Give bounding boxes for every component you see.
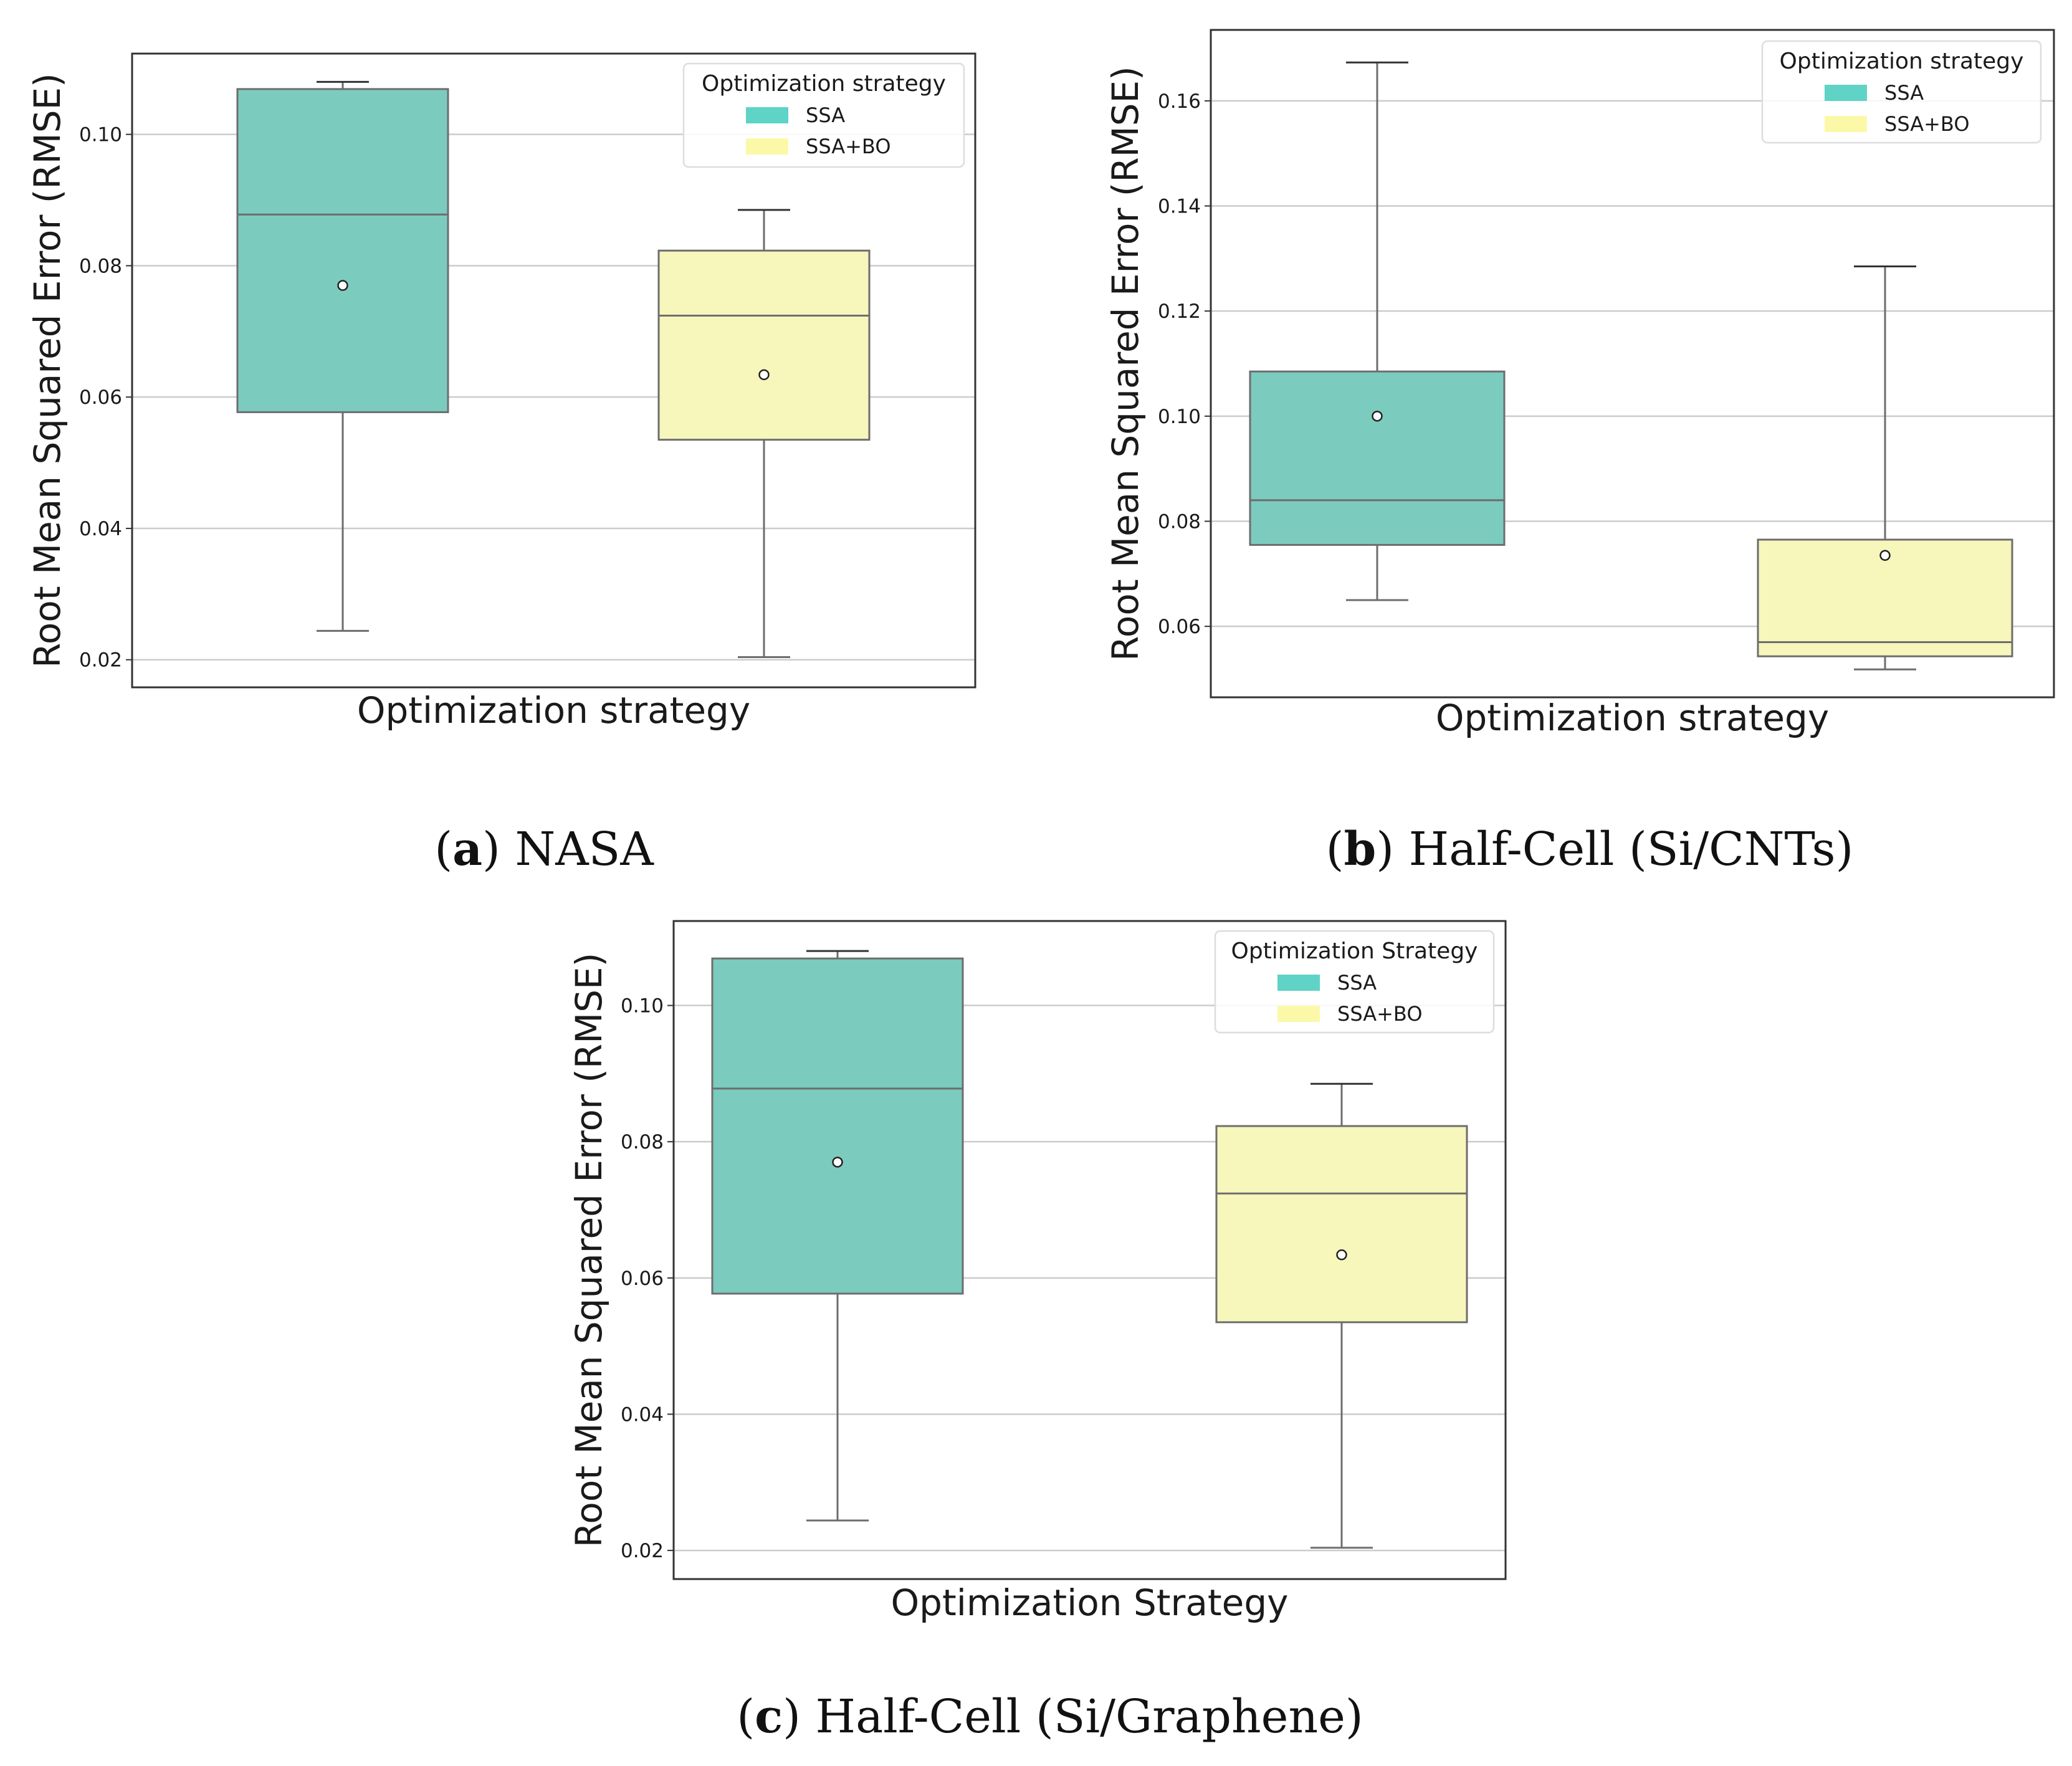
- caption-text: NASA: [515, 823, 654, 876]
- mean-marker: [1879, 550, 1891, 561]
- plot-frame: [672, 920, 1507, 1580]
- y-tick-label: 0.10: [1158, 406, 1201, 428]
- plot-frame: [1210, 29, 2055, 699]
- box-ssa-bo: [657, 209, 871, 659]
- legend-title: Optimization strategy: [702, 71, 946, 97]
- caption-paren-close: ): [783, 1690, 815, 1744]
- legend-label-ssa-bo: SSA+BO: [806, 135, 891, 158]
- legend-title: Optimization Strategy: [1231, 938, 1478, 964]
- panel-caption: (b) Half-Cell (Si/CNTs): [1326, 823, 1854, 876]
- y-tick-label: 0.08: [79, 255, 122, 277]
- y-tick-label: 0.10: [621, 995, 664, 1018]
- y-tick-label: 0.02: [79, 649, 122, 672]
- mean-marker: [832, 1157, 843, 1168]
- y-tick-label: 0.10: [79, 124, 122, 146]
- box-ssa-bo: [1757, 265, 2013, 671]
- mean-marker: [1372, 411, 1383, 422]
- mean-marker: [758, 369, 770, 381]
- mean-marker: [1336, 1249, 1347, 1261]
- y-tick-label: 0.16: [1158, 90, 1201, 113]
- legend-label-ssa-bo: SSA+BO: [1884, 112, 1970, 136]
- caption-letter: c: [755, 1690, 783, 1744]
- box-iqr: [1215, 1125, 1468, 1324]
- box-ssa: [711, 950, 964, 1522]
- legend-swatch-ssa-bo: [746, 138, 788, 155]
- caption-paren-close: ): [1376, 823, 1408, 876]
- legend-label-ssa: SSA: [806, 103, 845, 127]
- mean-marker: [337, 280, 348, 291]
- y-tick-label: 0.12: [1158, 300, 1201, 323]
- caption-text: Half-Cell (Si/CNTs): [1409, 823, 1854, 876]
- box-iqr: [1249, 370, 1506, 546]
- caption-letter: a: [452, 823, 482, 876]
- caption-paren-open: (: [434, 823, 452, 876]
- legend: Optimization strategy SSA SSA+BO: [682, 62, 965, 168]
- chart-panel-b: 0.06 0.08 0.10 0.12 0.14 0.16 Optimization str…: [1104, 29, 2055, 876]
- y-tick-label: 0.04: [79, 518, 122, 540]
- y-tick-label: 0.04: [621, 1403, 664, 1426]
- caption-paren-open: (: [1326, 823, 1344, 876]
- box-ssa: [236, 80, 449, 632]
- plot-frame: [131, 52, 976, 689]
- y-tick-label: 0.06: [79, 386, 122, 409]
- x-axis-label: Optimization strategy: [357, 689, 750, 732]
- legend-title: Optimization strategy: [1780, 49, 2024, 74]
- y-axis-label: Root Mean Squared Error (RMSE): [568, 953, 610, 1548]
- legend-label-ssa-bo: SSA+BO: [1337, 1002, 1423, 1026]
- x-axis-label: Optimization strategy: [1436, 697, 1829, 739]
- legend-swatch-ssa: [1277, 975, 1320, 991]
- y-tick-label: 0.08: [1158, 510, 1201, 533]
- box-ssa-bo: [1215, 1082, 1468, 1549]
- y-axis-label: Root Mean Squared Error (RMSE): [1104, 66, 1147, 661]
- panel-caption: (a) NASA: [434, 823, 654, 876]
- chart-panel-a: 0.02 0.04 0.06 0.08 0.10 Optimization strateg…: [26, 52, 976, 876]
- caption-text: Half-Cell (Si/Graphene): [816, 1690, 1363, 1744]
- y-tick-label: 0.06: [1158, 616, 1201, 638]
- box-ssa: [1249, 61, 1506, 601]
- legend-swatch-ssa-bo: [1277, 1006, 1320, 1022]
- y-tick-label: 0.06: [621, 1267, 664, 1290]
- legend-swatch-ssa: [1825, 85, 1867, 101]
- caption-paren-close: ): [482, 823, 515, 876]
- box-iqr: [711, 957, 964, 1295]
- legend-swatch-ssa: [746, 107, 788, 123]
- caption-letter: b: [1344, 823, 1377, 876]
- legend-swatch-ssa-bo: [1825, 116, 1867, 132]
- y-axis-label: Root Mean Squared Error (RMSE): [26, 73, 69, 668]
- caption-paren-open: (: [737, 1690, 755, 1744]
- panel-caption: (c) Half-Cell (Si/Graphene): [737, 1690, 1363, 1744]
- legend: Optimization Strategy SSA SSA+BO: [1214, 930, 1495, 1034]
- box-iqr: [657, 249, 871, 441]
- legend-label-ssa: SSA: [1337, 971, 1377, 995]
- legend: Optimization strategy SSA SSA+BO: [1761, 40, 2042, 144]
- y-tick-label: 0.02: [621, 1540, 664, 1562]
- box-iqr: [236, 88, 449, 413]
- legend-label-ssa: SSA: [1884, 81, 1924, 105]
- x-axis-label: Optimization Strategy: [891, 1582, 1289, 1624]
- chart-panel-c: 0.02 0.04 0.06 0.08 0.10 Optimization Strateg…: [568, 920, 1507, 1744]
- y-tick-label: 0.08: [621, 1131, 664, 1153]
- y-tick-label: 0.14: [1158, 196, 1201, 218]
